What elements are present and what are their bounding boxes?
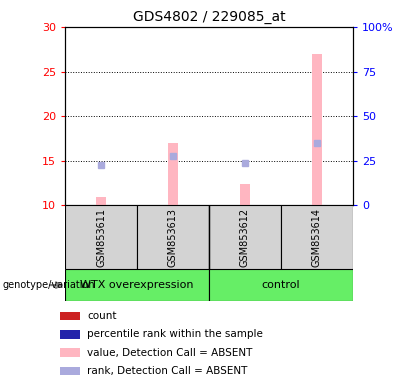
Title: GDS4802 / 229085_at: GDS4802 / 229085_at bbox=[133, 10, 285, 25]
Bar bbox=[60, 348, 80, 357]
Bar bbox=[209, 205, 281, 269]
Bar bbox=[96, 197, 106, 205]
Text: GSM853611: GSM853611 bbox=[96, 208, 106, 266]
Text: WTX overexpression: WTX overexpression bbox=[80, 280, 194, 290]
Bar bbox=[312, 54, 322, 205]
Text: GSM853614: GSM853614 bbox=[312, 208, 322, 266]
Bar bbox=[240, 184, 249, 205]
Bar bbox=[65, 269, 209, 301]
Bar bbox=[209, 269, 353, 301]
Bar bbox=[60, 330, 80, 339]
Text: count: count bbox=[87, 311, 116, 321]
Bar bbox=[168, 143, 178, 205]
Text: genotype/variation: genotype/variation bbox=[2, 280, 95, 290]
Text: control: control bbox=[262, 280, 300, 290]
Bar bbox=[281, 205, 353, 269]
Text: GSM853613: GSM853613 bbox=[168, 208, 178, 266]
Text: value, Detection Call = ABSENT: value, Detection Call = ABSENT bbox=[87, 348, 252, 358]
Bar bbox=[60, 367, 80, 376]
Bar bbox=[60, 311, 80, 320]
Text: GSM853612: GSM853612 bbox=[240, 208, 250, 266]
Text: rank, Detection Call = ABSENT: rank, Detection Call = ABSENT bbox=[87, 366, 247, 376]
Bar bbox=[137, 205, 209, 269]
Text: percentile rank within the sample: percentile rank within the sample bbox=[87, 329, 263, 339]
Bar bbox=[65, 205, 137, 269]
